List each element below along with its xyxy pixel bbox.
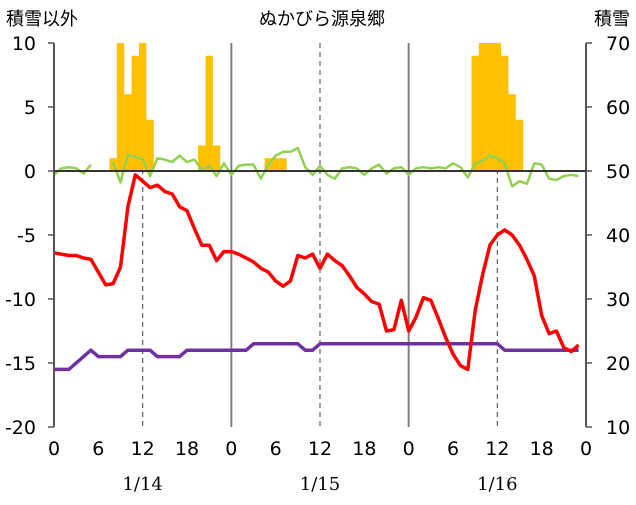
day-label: 1/14 bbox=[122, 474, 162, 495]
temperature-line bbox=[53, 173, 580, 372]
right-tick-label: 10 bbox=[606, 417, 630, 439]
x-tick-label: 0 bbox=[580, 438, 592, 460]
right-tick-label: 70 bbox=[606, 33, 630, 55]
precip-bar bbox=[279, 158, 287, 171]
x-tick-label: 6 bbox=[447, 438, 459, 460]
precip-bar bbox=[198, 145, 206, 171]
left-tick-label: -10 bbox=[5, 289, 36, 311]
left-axis-label: 積雪以外 bbox=[6, 9, 78, 30]
x-tick-label: 12 bbox=[308, 438, 332, 460]
chart-title: ぬかびら源泉郷 bbox=[259, 9, 385, 30]
precip-bar bbox=[271, 158, 280, 171]
plot-frame bbox=[48, 42, 592, 428]
precip-bar bbox=[471, 55, 479, 171]
x-tick-label: 18 bbox=[530, 438, 554, 460]
right-tick-label: 60 bbox=[606, 97, 630, 119]
precip-bar bbox=[124, 94, 132, 171]
precip-bar bbox=[116, 43, 125, 171]
x-tick-label: 18 bbox=[352, 438, 376, 460]
line-series bbox=[53, 146, 580, 372]
precip-bar bbox=[138, 43, 147, 171]
left-tick-label: -15 bbox=[5, 353, 36, 375]
precip-bar bbox=[212, 145, 221, 171]
snow-depth-line bbox=[54, 342, 579, 372]
left-tick-label: 5 bbox=[24, 97, 36, 119]
precip-bar bbox=[515, 119, 524, 171]
precip-bar bbox=[493, 43, 502, 171]
precip-bar bbox=[486, 43, 494, 171]
x-tick-label: 6 bbox=[270, 438, 282, 460]
precip-bar bbox=[508, 94, 516, 171]
right-tick-label: 40 bbox=[606, 225, 630, 247]
right-tick-label: 20 bbox=[606, 353, 630, 375]
precip-bar bbox=[478, 43, 487, 171]
right-tick-label: 50 bbox=[606, 161, 630, 183]
precip-bar bbox=[205, 55, 213, 171]
day-label: 1/15 bbox=[300, 474, 340, 495]
precip-bar bbox=[131, 55, 139, 171]
left-tick-label: -5 bbox=[17, 225, 36, 247]
precip-bars bbox=[109, 43, 524, 171]
left-tick-label: -20 bbox=[5, 417, 36, 439]
x-tick-label: 0 bbox=[403, 438, 415, 460]
left-tick-label: 0 bbox=[24, 161, 36, 183]
snow-diff-line bbox=[53, 146, 579, 188]
x-tick-label: 6 bbox=[92, 438, 104, 460]
right-axis-label: 積雪 bbox=[594, 9, 630, 30]
right-tick-label: 30 bbox=[606, 289, 630, 311]
axis-labels: 積雪以外 ぬかびら源泉郷 積雪 1050-5-10-15-20706050403… bbox=[5, 9, 630, 495]
x-tick-label: 0 bbox=[225, 438, 237, 460]
precip-bar bbox=[501, 55, 509, 171]
x-tick-label: 12 bbox=[485, 438, 509, 460]
x-tick-label: 0 bbox=[48, 438, 60, 460]
x-tick-label: 12 bbox=[131, 438, 155, 460]
day-label: 1/16 bbox=[477, 474, 517, 495]
precip-bar bbox=[146, 119, 154, 171]
left-tick-label: 10 bbox=[12, 33, 36, 55]
x-tick-label: 18 bbox=[175, 438, 199, 460]
